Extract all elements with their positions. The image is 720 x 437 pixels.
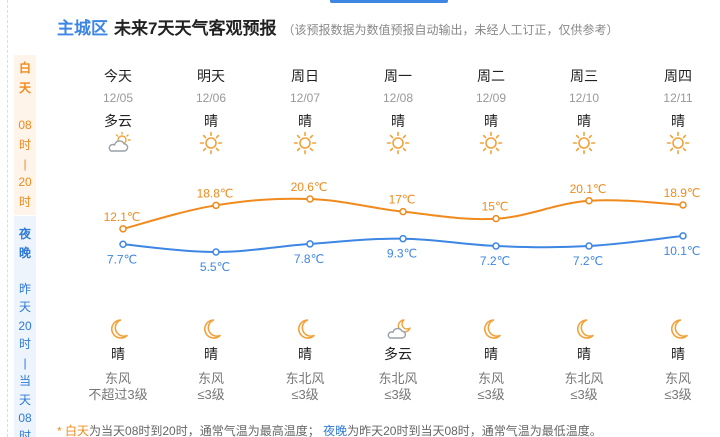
footer-night-word: 夜晚 [323, 424, 348, 437]
sun-icon [293, 131, 317, 155]
side-day-range-3: | [23, 157, 27, 171]
side-day-range-2: 时 [18, 138, 31, 152]
wind-level: ≤3级 [197, 387, 225, 402]
night-weather: 多云 [384, 346, 412, 362]
side-day-range-4: 20 [18, 175, 32, 189]
side-day-label-1: 白 [18, 61, 31, 75]
day-name: 周日 [291, 68, 319, 84]
night-weather: 晴 [111, 346, 125, 362]
side-day-range-1: 08 [18, 118, 32, 132]
day-column: 今天 12/05 多云晴东风 不超过3级 [73, 60, 163, 410]
side-tab-day[interactable]: 白 天 08 时 | 20 时 [14, 55, 36, 215]
wind-direction: 东北风 [564, 371, 604, 386]
moon-icon [199, 317, 223, 341]
wind-level: ≤3级 [384, 387, 412, 402]
day-weather: 晴 [577, 113, 591, 129]
day-date: 12/08 [382, 91, 414, 105]
side-night-range-7: 天 [18, 393, 31, 407]
day-column: 周一 12/08 晴多云东北风 ≤3级 [353, 60, 443, 410]
side-night-range-8: 08 [18, 411, 32, 425]
day-weather: 晴 [391, 113, 405, 129]
wind-level: ≤3级 [664, 387, 692, 402]
side-day-label-2: 天 [18, 81, 31, 95]
cloudy-night-icon [386, 317, 411, 341]
side-night-label-2: 晚 [18, 246, 31, 260]
page-title: 主城区 未来7天天气客观预报 （该预报数据为数值预报自动输出，未经人工订正，仅供参考… [57, 14, 618, 40]
wind-direction: 东北风 [285, 371, 325, 386]
wind-level: 不超过3级 [88, 387, 148, 402]
side-tabs: 白 天 08 时 | 20 时 夜 晚 昨 天 20 时 | 当 天 08 时 [0, 0, 46, 437]
side-night-range-4: 时 [18, 337, 31, 351]
day-column: 明天 12/06 晴晴东风 ≤3级 [166, 60, 256, 410]
night-weather: 晴 [204, 346, 218, 362]
wind-level: ≤3级 [291, 387, 319, 402]
footer-star: * [57, 424, 66, 437]
day-date: 12/05 [102, 91, 134, 105]
wind-direction: 东北风 [378, 371, 418, 386]
wind-level: ≤3级 [570, 387, 598, 402]
day-weather: 多云 [104, 113, 132, 129]
left-divider [7, 0, 8, 437]
sun-icon [386, 131, 410, 155]
side-night-range-3: 20 [18, 319, 32, 333]
forecast-title: 未来7天天气客观预报 [114, 19, 277, 38]
moon-icon [666, 317, 690, 341]
side-night-range-2: 天 [18, 300, 31, 314]
side-night-range-9: 时 [18, 429, 31, 437]
wind-direction: 东风 [477, 371, 504, 386]
sun-icon [199, 131, 223, 155]
moon-icon [293, 317, 317, 341]
side-night-label-1: 夜 [18, 227, 31, 241]
wind-direction: 东风 [664, 371, 691, 386]
active-tab-indicator [330, 0, 448, 3]
night-weather: 晴 [484, 346, 498, 362]
footer-note: * 白天为当天08时到20时，通常气温为最高温度； 夜晚为昨天20时到当天08时… [57, 422, 602, 437]
night-weather: 晴 [298, 346, 312, 362]
forecast-note: （该预报数据为数值预报自动输出，未经人工订正，仅供参考） [282, 23, 619, 37]
side-night-range-5: | [23, 356, 27, 370]
day-name: 周四 [664, 68, 692, 84]
side-tab-night[interactable]: 夜 晚 昨 天 20 时 | 当 天 08 时 [14, 216, 36, 437]
side-night-range-6: 当 [18, 374, 31, 388]
day-date: 12/06 [195, 91, 227, 105]
day-column: 周四 12/11 晴晴东风 ≤3级 [633, 60, 720, 410]
day-name: 周三 [570, 68, 598, 84]
day-name: 周二 [477, 68, 505, 84]
day-weather: 晴 [204, 113, 218, 129]
footer-night-text: 为昨天20时到当天08时，通常气温为最低温度。 [347, 424, 602, 437]
day-date: 12/09 [475, 91, 507, 105]
wind-direction: 东风 [197, 371, 224, 386]
night-weather: 晴 [577, 346, 591, 362]
day-weather: 晴 [484, 113, 498, 129]
day-column: 周日 12/07 晴晴东北风 ≤3级 [260, 60, 350, 410]
day-column: 周三 12/10 晴晴东北风 ≤3级 [539, 60, 629, 410]
moon-icon [479, 317, 503, 341]
sun-icon [479, 131, 503, 155]
day-date: 12/10 [568, 91, 600, 105]
day-column: 周二 12/09 晴晴东风 ≤3级 [446, 60, 536, 410]
moon-icon [572, 317, 596, 341]
footer-day-text: 为当天08时到20时，通常气温为最高温度； [89, 424, 320, 437]
wind-level: ≤3级 [477, 387, 505, 402]
side-night-range-1: 昨 [18, 282, 31, 296]
footer-day-word: 白天 [65, 424, 90, 437]
sun-icon [572, 131, 596, 155]
day-date: 12/07 [289, 91, 321, 105]
side-day-range-5: 时 [18, 195, 31, 209]
day-name: 明天 [197, 68, 225, 84]
moon-icon [106, 317, 130, 341]
day-name: 周一 [384, 68, 412, 84]
day-name: 今天 [104, 68, 132, 84]
day-weather: 晴 [298, 113, 312, 129]
partly-cloudy-icon [106, 131, 131, 155]
day-weather: 晴 [671, 113, 685, 129]
sun-icon [666, 131, 690, 155]
city-name: 主城区 [57, 19, 108, 38]
wind-direction: 东风 [104, 371, 131, 386]
night-weather: 晴 [671, 346, 685, 362]
day-date: 12/11 [663, 91, 693, 105]
